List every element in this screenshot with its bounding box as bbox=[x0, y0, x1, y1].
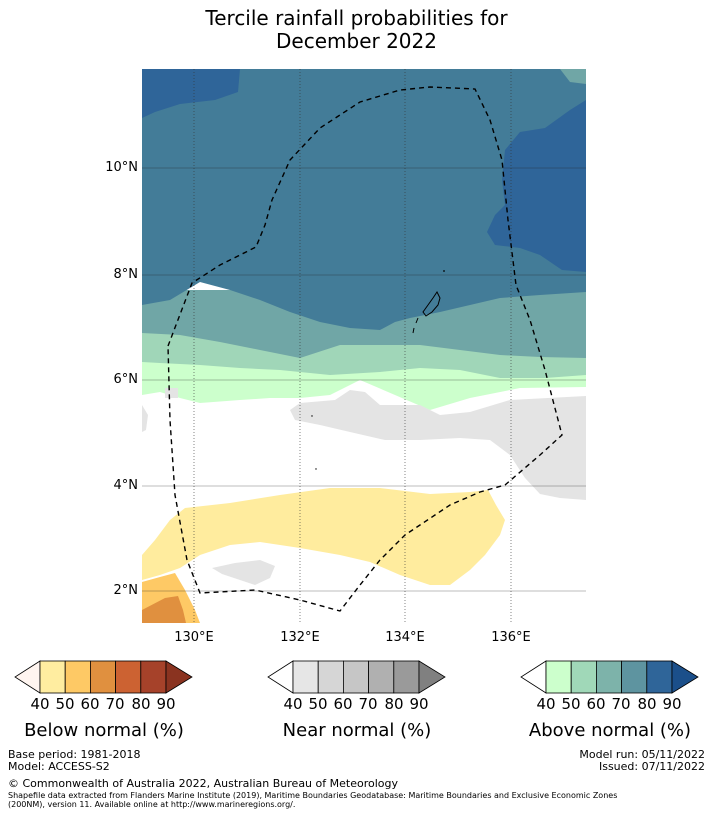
model-run: Model run: 05/11/2022 bbox=[579, 748, 705, 761]
cbar-tick: 40 bbox=[283, 695, 303, 713]
lon-label-134e: 134°E bbox=[385, 630, 425, 645]
base-period: Base period: 1981-2018 bbox=[8, 748, 141, 761]
near-normal-40-patch-south bbox=[212, 560, 275, 585]
lat-label-10n: 10°N bbox=[105, 160, 138, 175]
island-dot bbox=[311, 415, 313, 417]
colorbar-bin bbox=[64, 660, 91, 694]
colorbar-bin bbox=[393, 660, 420, 694]
near-normal-40-patch-small bbox=[165, 388, 178, 398]
colorbar-bin bbox=[140, 660, 167, 694]
shapefile-credit-line-2: (200NM), version 11. Available online at… bbox=[8, 800, 296, 809]
colorbar-extend-low bbox=[520, 660, 547, 694]
near-normal-40-patch-west bbox=[142, 405, 148, 432]
cbar-tick: 70 bbox=[611, 695, 631, 713]
cbar-tick: 60 bbox=[80, 695, 100, 713]
below-normal-label: Below normal (%) bbox=[24, 720, 184, 741]
colorbar-bin bbox=[39, 660, 66, 694]
cbar-tick: 80 bbox=[384, 695, 404, 713]
colorbar-bin bbox=[317, 660, 344, 694]
colorbar-bin bbox=[570, 660, 597, 694]
footer-left: Base period: 1981-2018 Model: ACCESS-S2 bbox=[8, 749, 140, 773]
lat-label-6n: 6°N bbox=[113, 372, 139, 387]
cbar-tick: 50 bbox=[55, 695, 75, 713]
map-title: Tercile rainfall probabilities for Decem… bbox=[0, 7, 713, 53]
latitude-gridlines bbox=[142, 167, 586, 592]
colorbar-extend-low bbox=[14, 660, 41, 694]
near-normal-label: Near normal (%) bbox=[282, 720, 432, 741]
longitude-gridlines bbox=[193, 69, 512, 623]
title-line-1: Tercile rainfall probabilities for bbox=[205, 6, 508, 30]
colorbar-bin bbox=[621, 660, 648, 694]
cbar-tick: 90 bbox=[662, 695, 682, 713]
lon-label-136e: 136°E bbox=[491, 630, 531, 645]
cbar-tick: 60 bbox=[333, 695, 353, 713]
issued-date: Issued: 07/11/2022 bbox=[598, 760, 705, 773]
cbar-tick: 70 bbox=[105, 695, 125, 713]
lon-label-130e: 130°E bbox=[174, 630, 214, 645]
colorbar-bin bbox=[368, 660, 395, 694]
island-dot bbox=[315, 468, 317, 470]
cbar-tick: 90 bbox=[409, 695, 429, 713]
above-normal-80-patch-east bbox=[487, 82, 586, 272]
cbar-tick: 60 bbox=[586, 695, 606, 713]
shapefile-credit: Shapefile data extracted from Flanders M… bbox=[8, 791, 617, 809]
cbar-tick: 40 bbox=[30, 695, 50, 713]
cbar-tick: 40 bbox=[536, 695, 556, 713]
cbar-tick: 80 bbox=[637, 695, 657, 713]
above-normal-label: Above normal (%) bbox=[528, 720, 692, 741]
lat-label-2n: 2°N bbox=[113, 583, 139, 598]
colorbar-extend-high bbox=[165, 660, 193, 694]
near-normal-colorbar bbox=[267, 660, 446, 694]
cbar-tick: 80 bbox=[131, 695, 151, 713]
above-normal-60-patch-ne bbox=[560, 69, 586, 84]
eez-boundary bbox=[167, 86, 563, 612]
colorbar-bin bbox=[343, 660, 370, 694]
colorbar-extend-high bbox=[418, 660, 446, 694]
colorbar-bin bbox=[646, 660, 673, 694]
cbar-tick: 90 bbox=[156, 695, 176, 713]
colorbar-bin bbox=[115, 660, 142, 694]
colorbar-bin bbox=[90, 660, 117, 694]
colorbar-bin bbox=[545, 660, 572, 694]
cbar-tick: 70 bbox=[358, 695, 378, 713]
model-name: Model: ACCESS-S2 bbox=[8, 760, 110, 773]
below-normal-70-area bbox=[142, 596, 186, 623]
island-dot bbox=[443, 270, 445, 272]
below-normal-50-area bbox=[142, 488, 505, 585]
colorbar-bin bbox=[292, 660, 319, 694]
shapefile-credit-line-1: Shapefile data extracted from Flanders M… bbox=[8, 791, 618, 800]
cbar-tick: 50 bbox=[561, 695, 581, 713]
cbar-tick: 50 bbox=[308, 695, 328, 713]
copyright: © Commonwealth of Australia 2022, Austra… bbox=[8, 777, 398, 790]
colorbar-bin bbox=[596, 660, 623, 694]
colorbar-extend-low bbox=[267, 660, 294, 694]
footer-right: Model run: 05/11/2022 Issued: 07/11/2022 bbox=[579, 749, 705, 773]
lat-label-8n: 8°N bbox=[113, 267, 139, 282]
near-normal-40-area bbox=[290, 390, 586, 500]
above-normal-colorbar bbox=[520, 660, 699, 694]
lon-label-132e: 132°E bbox=[280, 630, 320, 645]
lat-label-4n: 4°N bbox=[113, 478, 139, 493]
colorbar-extend-high bbox=[671, 660, 699, 694]
above-normal-80-patch-north bbox=[142, 69, 240, 118]
title-line-2: December 2022 bbox=[276, 29, 437, 53]
above-normal-70-band bbox=[142, 69, 586, 330]
below-normal-colorbar bbox=[14, 660, 193, 694]
palau-islands bbox=[412, 291, 441, 334]
